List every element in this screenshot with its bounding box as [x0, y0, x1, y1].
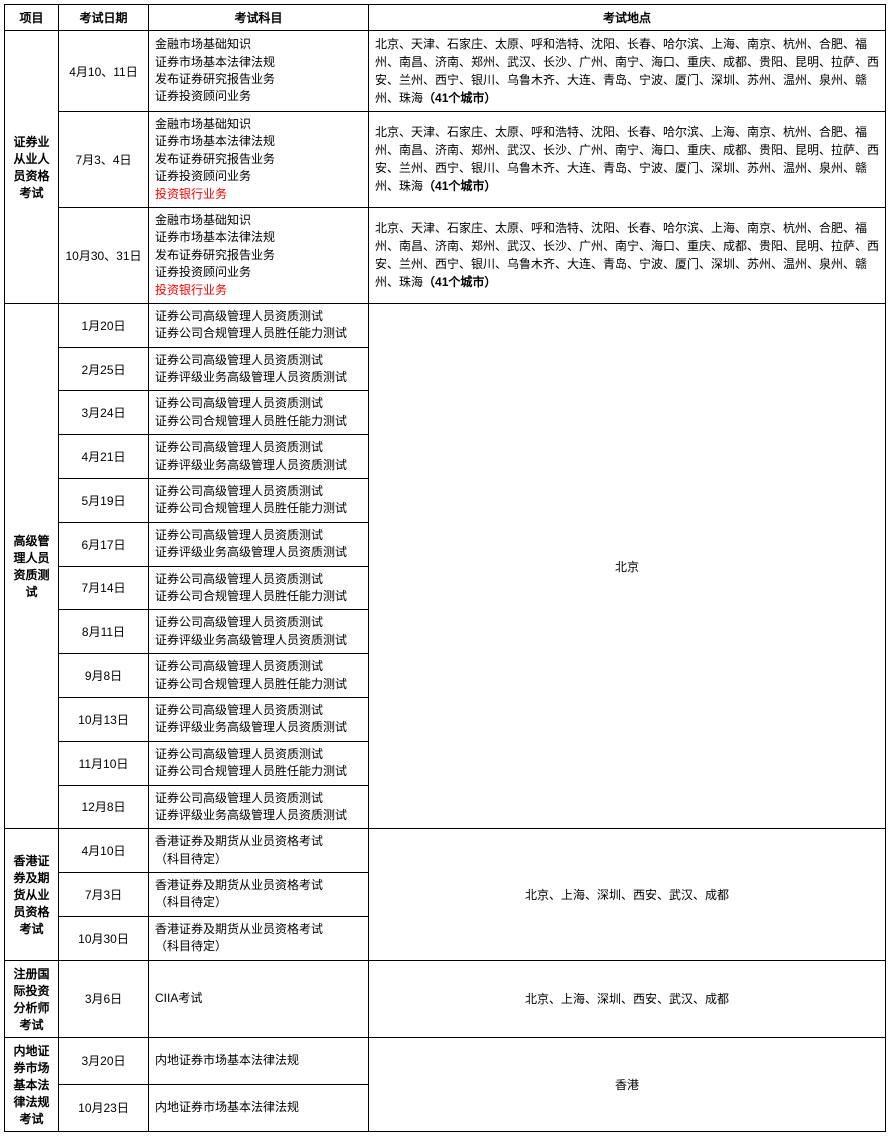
- table-row: 10月30、31日金融市场基础知识证券市场基本法律法规发布证券研究报告业务证券投…: [5, 207, 886, 303]
- location-text: 北京、天津、石家庄、太原、呼和浩特、沈阳、长春、哈尔滨、上海、南京、杭州、合肥、…: [375, 123, 879, 195]
- location-cell: 北京: [369, 303, 886, 828]
- subject-line: 证券投资顾问业务: [155, 168, 362, 185]
- subject-line: 证券公司高级管理人员资质测试: [155, 614, 362, 631]
- col-location: 考试地点: [369, 5, 886, 31]
- subject-line: 证券公司高级管理人员资质测试: [155, 352, 362, 369]
- subject-line: 证券公司高级管理人员资质测试: [155, 395, 362, 412]
- table-row: 7月3、4日金融市场基础知识证券市场基本法律法规发布证券研究报告业务证券投资顾问…: [5, 112, 886, 208]
- project-cell: 注册国际投资分析师考试: [5, 960, 59, 1037]
- location-cell: 北京、上海、深圳、西安、武汉、成都: [369, 829, 886, 960]
- subject-line: 证券市场基本法律法规: [155, 54, 362, 71]
- subject-line: 金融市场基础知识: [155, 212, 362, 229]
- subject-line: 证券公司高级管理人员资质测试: [155, 483, 362, 500]
- subject-line: 证券投资顾问业务: [155, 264, 362, 281]
- project-cell: 证券业从业人员资格考试: [5, 31, 59, 304]
- subject-line: 发布证券研究报告业务: [155, 151, 362, 168]
- subject-line: 证券公司合规管理人员胜任能力测试: [155, 413, 362, 430]
- table-header-row: 项目 考试日期 考试科目 考试地点: [5, 5, 886, 31]
- table-row: 内地证券市场基本法律法规考试3月20日内地证券市场基本法律法规香港: [5, 1037, 886, 1084]
- subject-line: 证券公司高级管理人员资质测试: [155, 790, 362, 807]
- schedule-table: 项目 考试日期 考试科目 考试地点 证券业从业人员资格考试4月10、11日金融市…: [4, 4, 886, 1132]
- col-project: 项目: [5, 5, 59, 31]
- subject-line: 证券评级业务高级管理人员资质测试: [155, 544, 362, 561]
- table-row: 高级管理人员资质测试1月20日证券公司高级管理人员资质测试证券公司合规管理人员胜…: [5, 303, 886, 347]
- subject-line: 证券公司合规管理人员胜任能力测试: [155, 676, 362, 693]
- subject-line: 证券评级业务高级管理人员资质测试: [155, 719, 362, 736]
- subject-line: 证券公司高级管理人员资质测试: [155, 746, 362, 763]
- subject-line: 金融市场基础知识: [155, 36, 362, 53]
- subject-line: 证券公司高级管理人员资质测试: [155, 527, 362, 544]
- subject-line: 内地证券市场基本法律法规: [155, 1099, 362, 1116]
- subject-line: （科目待定）: [155, 851, 362, 868]
- subject-line: 证券市场基本法律法规: [155, 133, 362, 150]
- subject-line: CIIA考试: [155, 990, 362, 1007]
- subject-line: 证券评级业务高级管理人员资质测试: [155, 632, 362, 649]
- subject-line: 证券公司合规管理人员胜任能力测试: [155, 763, 362, 780]
- location-text: 北京、天津、石家庄、太原、呼和浩特、沈阳、长春、哈尔滨、上海、南京、杭州、合肥、…: [375, 35, 879, 107]
- subject-line: 证券评级业务高级管理人员资质测试: [155, 369, 362, 386]
- subject-line: 香港证券及期货从业员资格考试: [155, 877, 362, 894]
- project-cell: 香港证券及期货从业员资格考试: [5, 829, 59, 960]
- subject-line: 证券公司高级管理人员资质测试: [155, 702, 362, 719]
- subject-line: 投资银行业务: [155, 186, 362, 203]
- subject-line: 证券市场基本法律法规: [155, 229, 362, 246]
- subject-line: （科目待定）: [155, 938, 362, 955]
- city-count: （41个城市）: [423, 91, 496, 105]
- city-count: （41个城市）: [423, 275, 496, 289]
- subject-line: 证券评级业务高级管理人员资质测试: [155, 457, 362, 474]
- project-cell: 内地证券市场基本法律法规考试: [5, 1037, 59, 1131]
- table-row: 注册国际投资分析师考试3月6日CIIA考试北京、上海、深圳、西安、武汉、成都: [5, 960, 886, 1037]
- subject-line: 证券投资顾问业务: [155, 88, 362, 105]
- subject-line: 证券公司合规管理人员胜任能力测试: [155, 325, 362, 342]
- col-subject: 考试科目: [149, 5, 369, 31]
- city-count: （41个城市）: [423, 179, 496, 193]
- subject-line: 发布证券研究报告业务: [155, 71, 362, 88]
- subject-line: 金融市场基础知识: [155, 116, 362, 133]
- project-cell: 高级管理人员资质测试: [5, 303, 59, 828]
- subject-line: 证券评级业务高级管理人员资质测试: [155, 807, 362, 824]
- subject-line: 证券公司高级管理人员资质测试: [155, 308, 362, 325]
- subject-line: 内地证券市场基本法律法规: [155, 1052, 362, 1069]
- table-row: 香港证券及期货从业员资格考试4月10日香港证券及期货从业员资格考试（科目待定）北…: [5, 829, 886, 873]
- table-row: 证券业从业人员资格考试4月10、11日金融市场基础知识证券市场基本法律法规发布证…: [5, 31, 886, 112]
- subject-line: 投资银行业务: [155, 282, 362, 299]
- subject-line: 证券公司合规管理人员胜任能力测试: [155, 588, 362, 605]
- subject-line: （科目待定）: [155, 894, 362, 911]
- subject-line: 证券公司高级管理人员资质测试: [155, 439, 362, 456]
- subject-line: 证券公司合规管理人员胜任能力测试: [155, 500, 362, 517]
- subject-line: 证券公司高级管理人员资质测试: [155, 571, 362, 588]
- col-date: 考试日期: [59, 5, 149, 31]
- subject-line: 证券公司高级管理人员资质测试: [155, 658, 362, 675]
- location-text: 北京、天津、石家庄、太原、呼和浩特、沈阳、长春、哈尔滨、上海、南京、杭州、合肥、…: [375, 219, 879, 291]
- location-cell: 香港: [369, 1037, 886, 1131]
- subject-line: 发布证券研究报告业务: [155, 247, 362, 264]
- subject-line: 香港证券及期货从业员资格考试: [155, 833, 362, 850]
